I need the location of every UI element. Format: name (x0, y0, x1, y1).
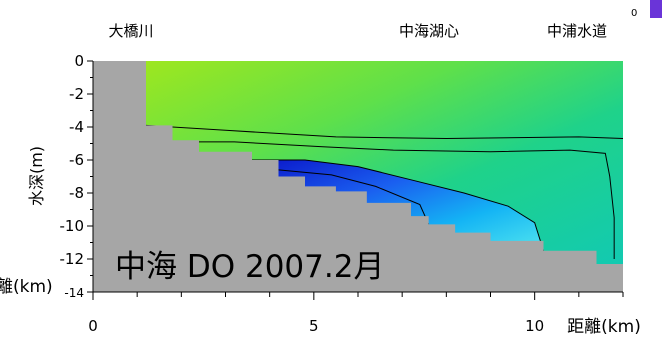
contour-line (145, 124, 623, 140)
station-label: 中浦水道 (547, 22, 607, 40)
x-tick-label: 0 (88, 317, 98, 335)
y-tick-label: -4 (69, 118, 84, 136)
y-ticks: 0 -2 -4 -6 -8 -10 -12 -14 (60, 52, 93, 300)
contour-lines (145, 124, 623, 259)
colorbar-swatch (650, 0, 662, 18)
chart-title: 中海 DO 2007.2月 (115, 249, 384, 285)
y-tick-label: -2 (69, 85, 84, 103)
y-tick-label: -6 (69, 151, 84, 169)
y-tick-label: -12 (60, 250, 85, 268)
contour-line (172, 141, 615, 259)
y-axis-label: 水深(m) (27, 146, 46, 206)
x-ticks: 0 5 10 (88, 292, 624, 335)
station-label: 大橋川 (108, 22, 153, 40)
station-label: 中海湖心 (399, 22, 459, 40)
x-tick-label: 5 (309, 317, 319, 335)
contour-line (252, 159, 544, 251)
stray-axis-label: 離(km) (0, 277, 53, 297)
contour-line (278, 169, 430, 225)
y-tick-label: -14 (64, 286, 84, 300)
station-labels: 大橋川 中海湖心 中浦水道 (108, 22, 607, 40)
y-tick-label: -10 (60, 217, 85, 235)
x-tick-label: 10 (525, 317, 544, 335)
colorbar-tick-label: 0 (631, 8, 637, 19)
y-tick-label: 0 (74, 52, 84, 70)
y-tick-label: -8 (69, 184, 84, 202)
bathymetry-land (93, 61, 623, 292)
x-axis-label: 距離(km) (567, 317, 641, 337)
